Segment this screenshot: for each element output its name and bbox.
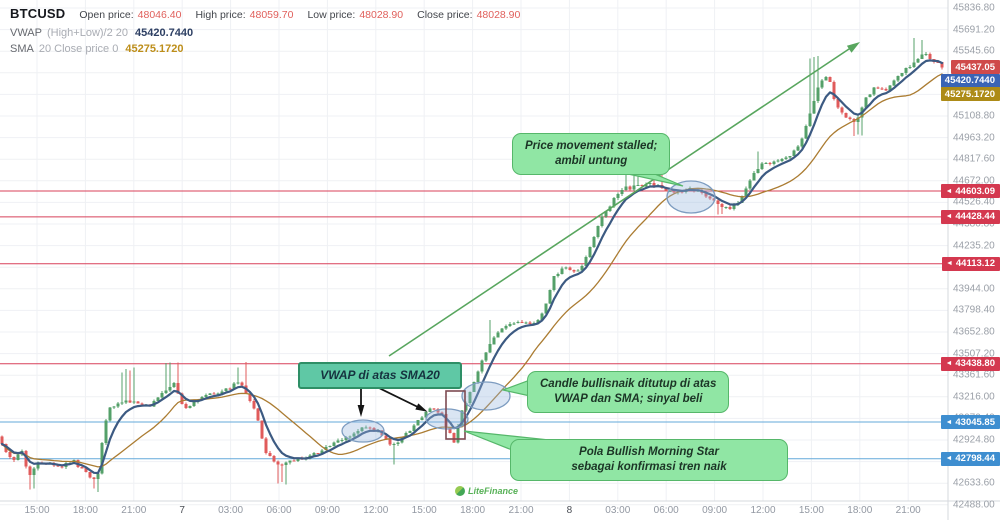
ohlc-value: 48028.90 [476, 9, 521, 21]
annotation-text: VWAP dan SMA; sinyal beli [553, 392, 703, 405]
indicator-legend: BTCUSD Open price: 48046.40 High price: 480… [10, 5, 534, 59]
broker-watermark: LiteFinance [455, 486, 518, 496]
time-tick-label: 21:00 [895, 505, 921, 516]
price-badge: ◄ 44603.09 [941, 184, 1000, 199]
time-tick-label: 09:00 [314, 505, 340, 516]
price-tick-label: 44817.60 [953, 153, 995, 165]
price-badge: ◄ 44428.44 [941, 209, 1000, 224]
time-tick-day-label: 8 [566, 505, 573, 516]
annotation-bullish-close[interactable]: Candle bullisnaik ditutup di atas VWAP d… [527, 371, 730, 413]
broker-logo-icon [455, 486, 465, 496]
annotation-text: ambil untung [555, 154, 628, 167]
sma-name: SMA [10, 43, 34, 55]
vwap-legend-row[interactable]: VWAP (High+Low)/2 20 45420.7440 [10, 27, 534, 39]
price-tick-label: 44963.20 [953, 132, 995, 144]
price-tick-label: 43944.00 [953, 283, 995, 295]
price-tick-label: 44526.40 [953, 196, 995, 208]
badge-arrow-icon: ◄ [945, 418, 953, 426]
vwap-params: (High+Low)/2 20 [47, 27, 129, 39]
ohlc-row: BTCUSD Open price: 48046.40 High price: 480… [10, 5, 534, 23]
annotation-text: Pola Bullish Morning Star [579, 446, 719, 458]
price-tick-label: 44672.00 [953, 175, 995, 187]
price-tick-label: 43507.20 [953, 348, 995, 360]
price-tick-label: 45836.80 [953, 2, 995, 14]
price-badge: 45437.05 [951, 60, 1000, 75]
time-tick-label: 06:00 [653, 505, 679, 516]
price-badge: 45275.1720 [940, 87, 1000, 102]
time-tick-label: 15:00 [798, 505, 824, 516]
symbol-title[interactable]: BTCUSD [10, 6, 66, 21]
time-tick-label: 03:00 [218, 505, 244, 516]
price-tick-label: 45691.20 [953, 24, 995, 36]
ohlc-values: Open price: 48046.40 High price: 48059.70 Lo… [79, 5, 534, 23]
price-tick-label: 45545.60 [953, 45, 995, 57]
price-badge: 45420.7440 [940, 73, 1000, 88]
time-tick-label: 18:00 [72, 505, 98, 516]
badge-arrow-icon: ◄ [945, 360, 953, 368]
time-tick-label: 21:00 [508, 505, 534, 516]
annotation-vwap-above-sma[interactable]: VWAP di atas SMA20 [298, 362, 462, 389]
time-tick-label: 12:00 [363, 505, 389, 516]
badge-arrow-icon: ◄ [945, 260, 953, 268]
price-badge: ◄ 42798.44 [941, 451, 1000, 466]
broker-logo-text: LiteFinance [468, 486, 519, 496]
ohlc-label: Close price: [417, 9, 473, 21]
time-tick-label: 03:00 [605, 505, 631, 516]
price-tick-label: 44380.80 [953, 218, 995, 230]
ohlc-label: Low price: [307, 9, 356, 21]
badge-arrow-icon: ◄ [945, 213, 953, 221]
sma-legend-row[interactable]: SMA 20 Close price 0 45275.1720 [10, 43, 534, 55]
time-tick-label: 21:00 [121, 505, 147, 516]
ohlc-label: Open price: [79, 9, 134, 21]
annotation-text: sebagai konfirmasi tren naik [571, 460, 727, 473]
price-tick-label: 42488.00 [953, 499, 995, 511]
time-tick-day-label: 7 [179, 505, 185, 516]
badge-arrow-icon: ◄ [945, 187, 953, 195]
time-tick-label: 06:00 [266, 505, 292, 516]
price-tick-label: 44235.20 [953, 240, 995, 252]
ohlc-value: 48059.70 [249, 9, 294, 21]
annotation-text: Candle bullisnaik ditutup di atas [540, 378, 717, 390]
annotation-price-stalled[interactable]: Price movement stalled; ambil untung [512, 133, 671, 175]
time-tick-label: 18:00 [847, 505, 873, 516]
annotation-text: Price movement stalled; [525, 140, 658, 152]
badge-arrow-icon: ◄ [945, 455, 953, 463]
vwap-value: 45420.7440 [135, 27, 194, 39]
annotation-morning-star[interactable]: Pola Bullish Morning Star sebagai konfir… [510, 439, 788, 481]
ohlc-label: High price: [195, 9, 246, 21]
price-badge: ◄ 43045.85 [941, 415, 1000, 430]
time-tick-label: 12:00 [750, 505, 776, 516]
annotation-text: VWAP di atas SMA20 [320, 368, 440, 382]
time-tick-label: 15:00 [24, 505, 50, 516]
price-tick-label: 43652.80 [953, 326, 995, 338]
ohlc-value: 48028.90 [359, 9, 404, 21]
ohlc-value: 48046.40 [137, 9, 182, 21]
price-tick-label: 43798.40 [953, 304, 995, 316]
vwap-name: VWAP [10, 27, 42, 39]
price-tick-label: 42924.80 [953, 434, 995, 446]
time-tick-label: 09:00 [702, 505, 728, 516]
sma-value: 45275.1720 [125, 43, 184, 55]
price-badge: ◄ 43438.80 [941, 356, 1000, 371]
price-badge: ◄ 44113.12 [941, 256, 1000, 271]
sma-params: 20 Close price 0 [38, 43, 119, 55]
time-tick-label: 15:00 [411, 505, 437, 516]
price-tick-label: 43361.60 [953, 369, 995, 381]
time-tick-label: 18:00 [460, 505, 486, 516]
price-tick-label: 43216.00 [953, 391, 995, 403]
price-tick-label: 45108.80 [953, 110, 995, 122]
price-tick-label: 42633.60 [953, 477, 995, 489]
